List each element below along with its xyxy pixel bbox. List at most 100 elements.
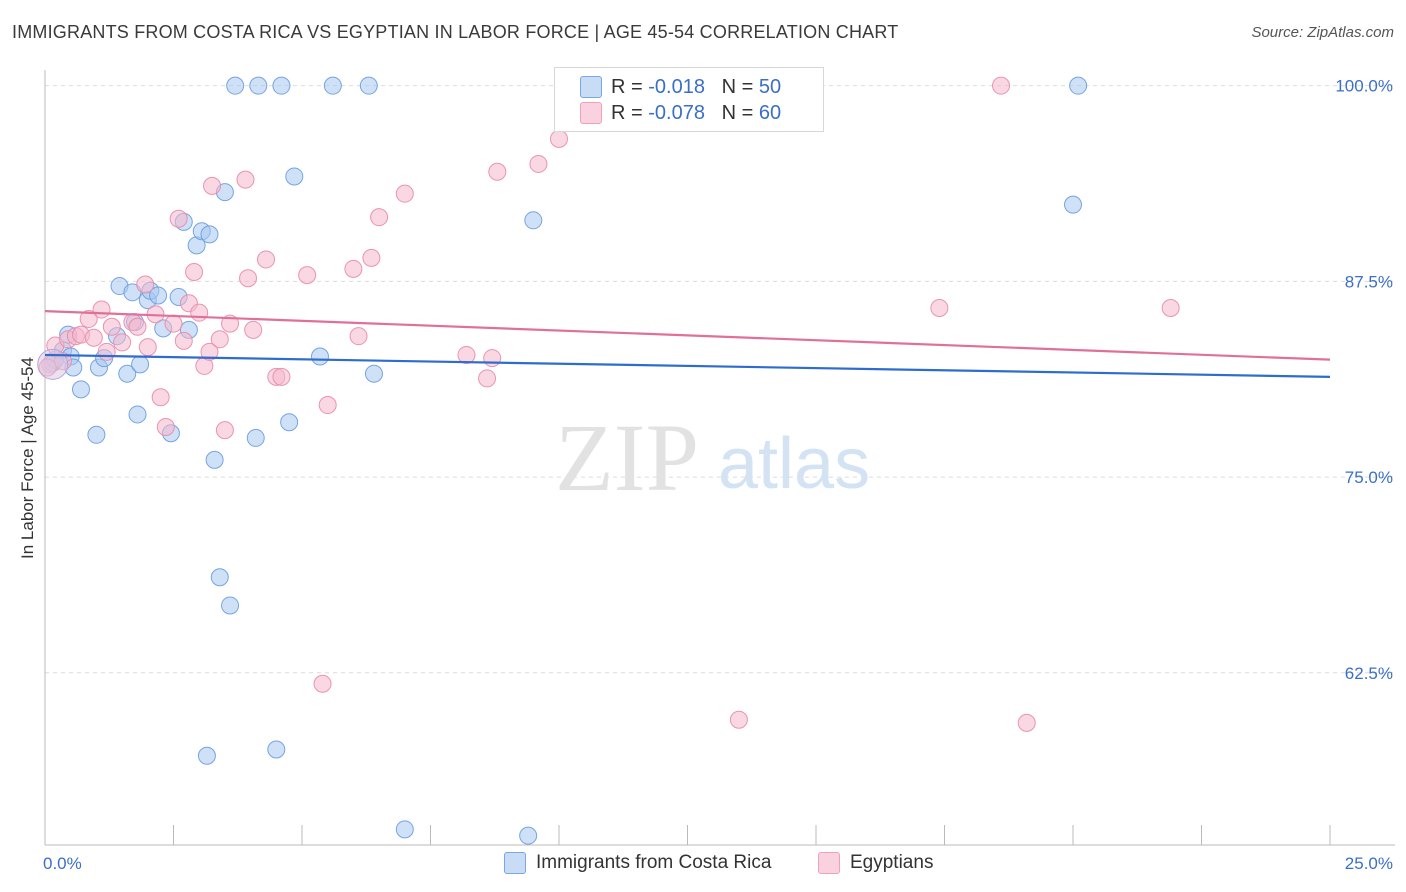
data-point-egyptians (729, 710, 748, 729)
data-point-egyptians (97, 342, 116, 361)
data-point-egyptians (151, 388, 170, 407)
stats-box: R = -0.018 N = 50 R = -0.078 N = 60 (554, 67, 824, 132)
data-point-egyptians (992, 76, 1011, 95)
stats-swatch-egyptians (580, 102, 602, 124)
data-point-egyptians (457, 345, 476, 364)
data-point-costa-rica (200, 225, 219, 244)
source-credit: Source: ZipAtlas.com (1251, 24, 1394, 41)
data-point-egyptians (84, 328, 103, 347)
data-point-egyptians (210, 330, 229, 349)
y-tick-label: 62.5% (1345, 664, 1393, 683)
data-point-egyptians (344, 259, 363, 278)
data-point-costa-rica (71, 380, 90, 399)
data-point-egyptians (362, 248, 381, 267)
legend-item-costa-rica: Immigrants from Costa Rica (504, 852, 771, 874)
data-point-egyptians (200, 342, 219, 361)
data-point-egyptians (185, 262, 204, 281)
n-label: N = (721, 101, 759, 124)
data-point-egyptians (136, 275, 155, 294)
data-point-egyptians (92, 300, 111, 319)
data-point-costa-rica (1069, 76, 1088, 95)
data-point-egyptians (272, 367, 291, 386)
data-point-egyptians (203, 176, 222, 195)
data-point-egyptians (215, 421, 234, 440)
axes (44, 70, 1395, 846)
r-value-costa-rica: -0.018 (648, 75, 705, 98)
data-point-egyptians (318, 396, 337, 415)
data-point-egyptians (169, 209, 188, 228)
data-point-costa-rica (364, 364, 383, 383)
chart-title: IMMIGRANTS FROM COSTA RICA VS EGYPTIAN I… (12, 22, 899, 42)
data-point-costa-rica (221, 596, 240, 615)
data-point-egyptians (550, 129, 568, 148)
legend-swatch-egyptians (818, 852, 840, 874)
data-point-egyptians (370, 208, 389, 227)
data-point-costa-rica (197, 746, 216, 765)
data-point-egyptians (298, 266, 317, 285)
n-value-costa-rica: 50 (758, 75, 782, 98)
data-point-cluster (37, 348, 69, 380)
data-point-costa-rica (1064, 195, 1082, 214)
data-point-egyptians (156, 417, 175, 436)
data-point-egyptians (164, 314, 183, 333)
data-point-egyptians (113, 333, 132, 352)
data-point-costa-rica (149, 286, 168, 305)
data-point-costa-rica (267, 740, 286, 759)
r-label: R = (611, 101, 649, 124)
data-point-costa-rica (359, 76, 378, 95)
data-point-egyptians (478, 369, 497, 388)
data-point-costa-rica (395, 820, 414, 839)
watermark-atlas: atlas (718, 424, 870, 504)
legend-swatch-costa-rica (504, 852, 526, 874)
stats-swatch-costa-rica (580, 76, 602, 98)
data-point-egyptians (79, 309, 98, 328)
data-point-costa-rica (272, 76, 291, 95)
data-point-egyptians (395, 184, 414, 203)
r-value-egyptians: -0.078 (648, 101, 705, 124)
data-point-costa-rica (323, 76, 342, 95)
data-point-costa-rica (226, 76, 245, 95)
data-point-egyptians (102, 317, 121, 336)
n-label: N = (721, 75, 759, 98)
watermark: ZIP atlas (555, 404, 870, 511)
tick-labels: 100.0% 87.5% 75.0% 62.5% 0.0% 25.0% (43, 77, 1393, 873)
data-point-egyptians (930, 298, 949, 317)
legend-label-costa-rica: Immigrants from Costa Rica (536, 852, 772, 873)
x-tick-label-max: 25.0% (1345, 854, 1393, 873)
trend-line-costa-rica (44, 353, 1331, 378)
data-point-egyptians (138, 338, 157, 357)
data-point-costa-rica (87, 425, 106, 444)
data-point-costa-rica (285, 167, 304, 186)
data-point-egyptians (128, 317, 147, 336)
data-point-costa-rica (280, 413, 299, 432)
r-label: R = (611, 75, 649, 98)
y-tick-label: 100.0% (1335, 77, 1393, 96)
data-point-egyptians (488, 162, 507, 181)
data-point-costa-rica (524, 211, 543, 230)
stats-row-egyptians: R = -0.078 N = 60 (580, 100, 782, 126)
y-tick-label: 75.0% (1345, 468, 1393, 487)
data-point-costa-rica (118, 364, 137, 383)
data-point-costa-rica (210, 568, 229, 587)
trend-line-egyptians (44, 310, 1331, 361)
data-point-egyptians (1017, 713, 1036, 732)
y-axis-label: In Labor Force | Age 45-54 (18, 357, 37, 559)
data-point-egyptians (257, 250, 276, 269)
data-point-costa-rica (205, 450, 224, 469)
data-point-egyptians (174, 331, 193, 350)
data-point-costa-rica (246, 428, 265, 447)
y-tick-label: 87.5% (1345, 272, 1393, 291)
legend-label-egyptians: Egyptians (850, 852, 934, 873)
data-point-egyptians (221, 314, 240, 333)
data-point-costa-rica (519, 826, 538, 845)
data-point-egyptians (239, 269, 258, 288)
data-point-costa-rica (249, 76, 268, 95)
trend-lines (44, 310, 1331, 378)
n-value-egyptians: 60 (758, 101, 782, 124)
data-point-egyptians (529, 154, 548, 173)
data-point-egyptians (313, 674, 332, 693)
data-point-costa-rica (310, 347, 329, 366)
data-point-egyptians (483, 349, 502, 368)
legend-item-egyptians: Egyptians (818, 852, 933, 874)
